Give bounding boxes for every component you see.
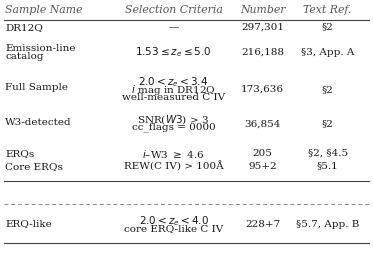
Text: 297,301: 297,301 bbox=[241, 23, 284, 32]
Text: §5.7, App. B: §5.7, App. B bbox=[296, 220, 360, 229]
Text: 36,854: 36,854 bbox=[244, 119, 281, 128]
Text: Selection Criteria: Selection Criteria bbox=[125, 5, 222, 14]
Text: §2: §2 bbox=[322, 23, 334, 32]
Text: §2: §2 bbox=[322, 119, 334, 128]
Text: Full Sample: Full Sample bbox=[5, 83, 68, 92]
Text: ERQ-like: ERQ-like bbox=[5, 219, 52, 228]
Text: Text Ref.: Text Ref. bbox=[304, 5, 352, 14]
Text: $2.0 < z_e < 4.0$: $2.0 < z_e < 4.0$ bbox=[138, 214, 209, 228]
Text: 228+7: 228+7 bbox=[245, 220, 280, 229]
Text: $2.0 < z_e < 3.4$: $2.0 < z_e < 3.4$ bbox=[138, 75, 209, 89]
Text: W3-detected: W3-detected bbox=[5, 118, 72, 127]
Text: cc_flags = 0000: cc_flags = 0000 bbox=[132, 123, 215, 132]
Text: Sample Name: Sample Name bbox=[5, 5, 83, 14]
Text: Core ERQs: Core ERQs bbox=[5, 162, 63, 171]
Text: $i$ mag in DR12Q: $i$ mag in DR12Q bbox=[131, 83, 216, 97]
Text: —: — bbox=[168, 23, 179, 32]
Text: 173,636: 173,636 bbox=[241, 85, 284, 94]
Text: well-measured C IV: well-measured C IV bbox=[122, 93, 225, 102]
Text: ERQs: ERQs bbox=[5, 149, 34, 158]
Text: 205: 205 bbox=[253, 149, 273, 158]
Text: Emission-line: Emission-line bbox=[5, 44, 76, 53]
Text: §2: §2 bbox=[322, 85, 334, 94]
Text: REW(C IV) > 100Å: REW(C IV) > 100Å bbox=[123, 161, 223, 171]
Text: Number: Number bbox=[240, 5, 285, 14]
Text: §5.1: §5.1 bbox=[317, 162, 339, 171]
Text: $i$–W3 $\geq$ 4.6: $i$–W3 $\geq$ 4.6 bbox=[142, 148, 205, 160]
Text: 216,188: 216,188 bbox=[241, 48, 284, 57]
Text: §3, App. A: §3, App. A bbox=[301, 48, 354, 57]
Text: $1.53 \leq z_e \leq 5.0$: $1.53 \leq z_e \leq 5.0$ bbox=[135, 45, 212, 59]
Text: catalog: catalog bbox=[5, 52, 44, 61]
Text: 95+2: 95+2 bbox=[248, 162, 277, 171]
Text: §2, §4.5: §2, §4.5 bbox=[308, 149, 348, 158]
Text: DR12Q: DR12Q bbox=[5, 23, 43, 32]
Text: SNR($W3$) > 3: SNR($W3$) > 3 bbox=[138, 114, 210, 126]
Text: core ERQ-like C IV: core ERQ-like C IV bbox=[124, 224, 223, 233]
